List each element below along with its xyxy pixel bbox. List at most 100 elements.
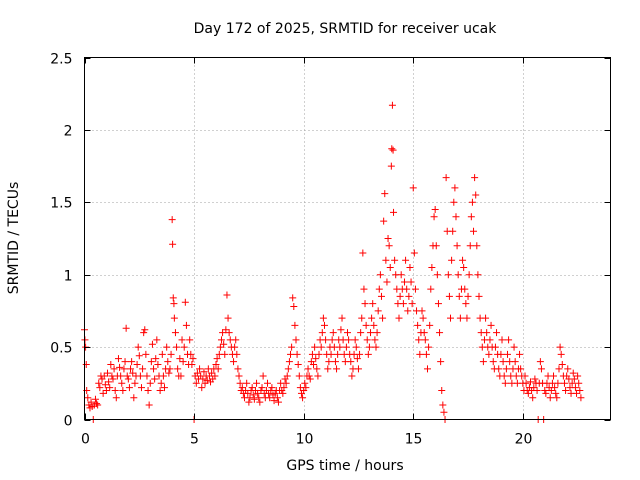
data-point (208, 369, 216, 377)
data-point (382, 256, 390, 264)
data-point (250, 395, 258, 403)
data-point (375, 285, 383, 293)
data-point (516, 350, 524, 358)
data-point (231, 343, 239, 351)
data-point (283, 372, 291, 380)
grid (84, 57, 611, 420)
data-point (212, 360, 220, 368)
data-point (472, 191, 480, 199)
data-point (406, 263, 414, 271)
data-point (153, 336, 161, 344)
data-point (552, 389, 560, 397)
data-point (547, 387, 555, 395)
data-point (391, 256, 399, 264)
data-point (396, 292, 404, 300)
data-point (270, 397, 278, 405)
data-point (415, 336, 423, 344)
data-point (468, 198, 476, 206)
data-point (438, 387, 446, 395)
data-point (453, 242, 461, 250)
data-point (542, 389, 550, 397)
data-point (329, 329, 337, 337)
data-point (527, 378, 535, 386)
data-point (144, 387, 152, 395)
data-point (101, 381, 109, 389)
data-point (249, 391, 257, 399)
data-point (168, 216, 176, 224)
data-point (431, 206, 439, 214)
data-point (274, 398, 282, 406)
data-point (106, 384, 114, 392)
data-point (422, 350, 430, 358)
data-point (310, 360, 318, 368)
data-point (432, 242, 440, 250)
data-point (553, 394, 561, 402)
data-point (243, 379, 251, 387)
data-point (395, 314, 403, 322)
data-point (93, 400, 101, 408)
data-point (180, 343, 188, 351)
data-point (117, 372, 125, 380)
data-point (465, 271, 473, 279)
data-point (268, 384, 276, 392)
data-point (217, 336, 225, 344)
data-point (405, 292, 413, 300)
data-point (176, 355, 184, 363)
data-point (493, 329, 501, 337)
data-point (489, 358, 497, 366)
data-point (365, 343, 373, 351)
data-point (369, 300, 377, 308)
data-point (225, 329, 233, 337)
data-point (129, 369, 137, 377)
data-point (109, 375, 117, 383)
data-point (288, 343, 296, 351)
data-point (389, 146, 397, 154)
data-point (427, 285, 435, 293)
data-point (503, 350, 511, 358)
data-point (408, 300, 416, 308)
data-point (522, 379, 530, 387)
data-point (302, 384, 310, 392)
data-point (362, 321, 370, 329)
data-point (381, 190, 389, 198)
data-point (292, 336, 300, 344)
data-point (290, 303, 298, 311)
data-point (439, 401, 447, 409)
data-point (165, 369, 173, 377)
data-point (505, 336, 513, 344)
data-point (211, 372, 219, 380)
data-point (368, 314, 376, 322)
data-point (425, 343, 433, 351)
data-point (434, 300, 442, 308)
data-point (334, 350, 342, 358)
data-point (471, 174, 479, 182)
data-point (173, 343, 181, 351)
data-point (230, 358, 238, 366)
data-point (198, 384, 206, 392)
data-point (409, 184, 417, 192)
data-point (123, 372, 131, 380)
data-point (199, 375, 207, 383)
data-point (386, 263, 394, 271)
data-point (351, 336, 359, 344)
data-point (238, 384, 246, 392)
y-tick-label: 1.5 (50, 196, 72, 212)
data-point (135, 352, 143, 360)
data-point (550, 372, 558, 380)
data-point (248, 384, 256, 392)
data-point (192, 379, 200, 387)
data-point (282, 379, 290, 387)
data-point (104, 369, 112, 377)
y-tick-label: 0.5 (50, 341, 72, 357)
data-point (220, 340, 228, 348)
data-point (357, 329, 365, 337)
data-point (571, 384, 579, 392)
data-point (347, 358, 355, 366)
data-point (174, 365, 182, 373)
data-point (146, 379, 154, 387)
data-point (479, 358, 487, 366)
data-point (497, 350, 505, 358)
data-point (246, 394, 254, 402)
data-point (570, 375, 578, 383)
data-point (531, 375, 539, 383)
